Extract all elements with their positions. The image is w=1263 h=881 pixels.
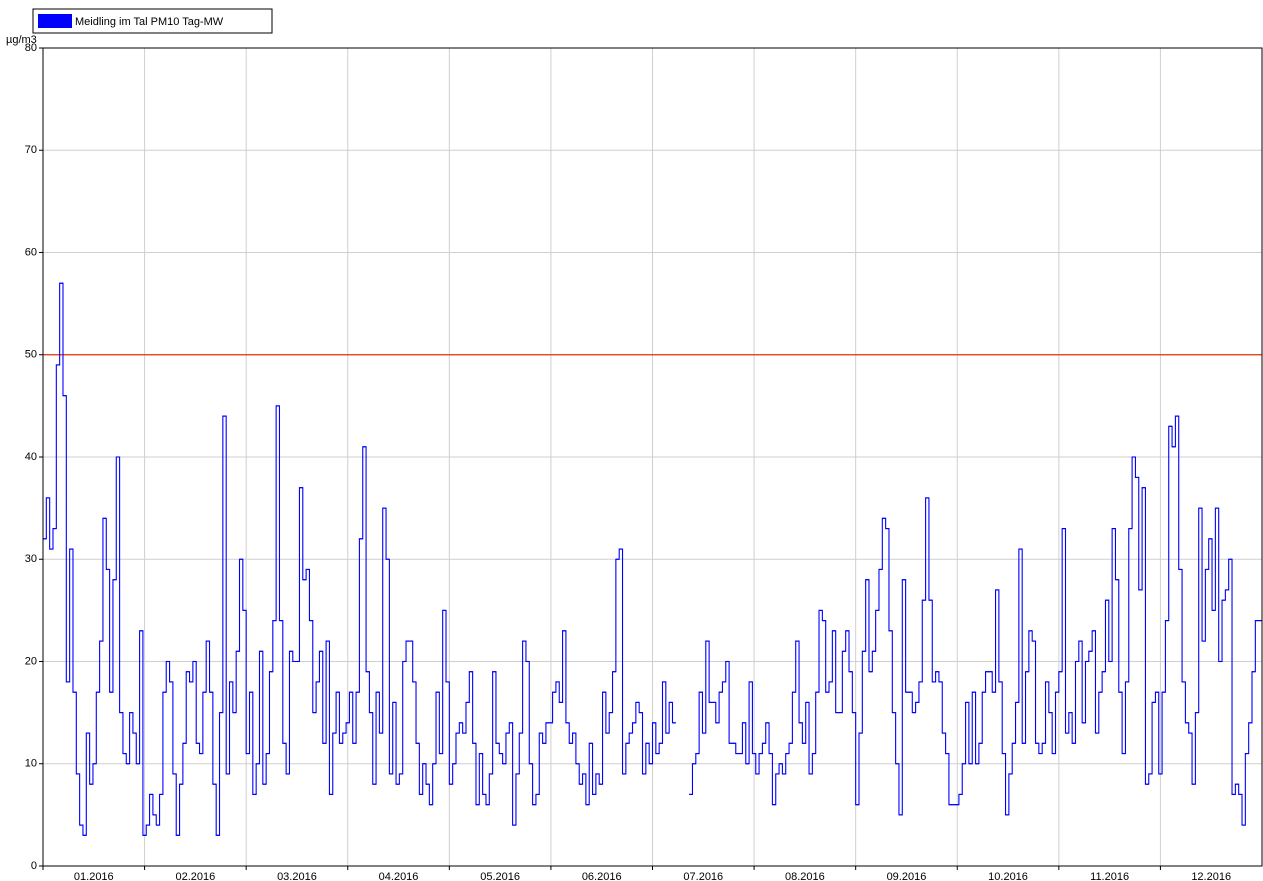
x-tick-label: 07.2016 <box>683 871 723 881</box>
x-tick-label: 06.2016 <box>582 871 622 881</box>
plot-frame <box>42 47 1263 867</box>
y-tick-label: 40 <box>25 451 37 463</box>
y-tick-label: 20 <box>25 655 37 667</box>
x-tick-label: 04.2016 <box>379 871 419 881</box>
y-tick-label: 80 <box>25 42 37 54</box>
x-tick-label: 01.2016 <box>74 871 114 881</box>
x-tick-label: 10.2016 <box>988 871 1028 881</box>
x-tick-label: 03.2016 <box>277 871 317 881</box>
x-tick-label: 02.2016 <box>175 871 215 881</box>
y-tick-label: 60 <box>25 246 37 258</box>
legend-swatch <box>38 14 72 28</box>
y-tick-label: 70 <box>25 144 37 156</box>
x-tick-label: 05.2016 <box>480 871 520 881</box>
legend-label: Meidling im Tal PM10 Tag-MW <box>75 16 224 28</box>
x-tick-label: 08.2016 <box>785 871 825 881</box>
x-tick-label: 11.2016 <box>1090 871 1129 881</box>
y-tick-label: 50 <box>25 349 37 361</box>
y-axis-label: µg/m3 <box>6 34 37 46</box>
legend-box <box>32 8 273 34</box>
y-tick-label: 30 <box>25 553 37 565</box>
x-tick-label: 09.2016 <box>887 871 927 881</box>
y-tick-label: 0 <box>31 860 37 872</box>
x-tick-label: 12.2016 <box>1191 871 1231 881</box>
y-tick-label: 10 <box>25 758 37 770</box>
